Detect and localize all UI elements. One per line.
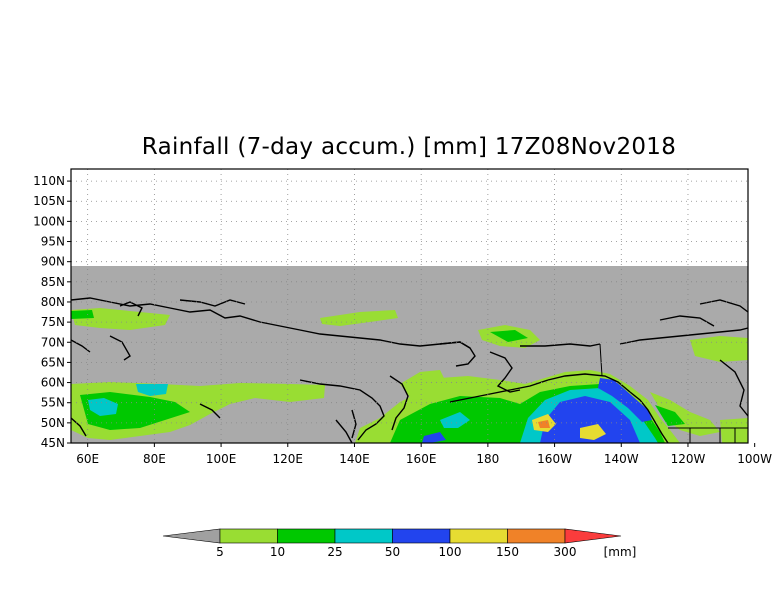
rain-area-canada-north	[690, 336, 748, 362]
border-state-lines	[689, 428, 736, 443]
rain-area-yellow-2	[580, 424, 606, 440]
lat-tick-label: 65N	[41, 355, 65, 369]
coast-alaska-north	[520, 343, 601, 347]
rain-area-kamchatka	[400, 370, 448, 400]
coast-lake-baikal	[199, 403, 221, 419]
colorbar-bin	[219, 528, 278, 544]
lat-tick-label: 110N	[33, 174, 65, 188]
colorbar-bin	[277, 528, 336, 544]
lat-tick-label: 50N	[41, 416, 65, 430]
lon-tick-label: 140W	[604, 452, 639, 466]
colorbar-label: 100	[439, 545, 462, 559]
coast-caspian	[70, 417, 87, 437]
lon-tick-label: 180	[476, 452, 499, 466]
lat-tick-label: 75N	[41, 315, 65, 329]
coast-taimyr	[179, 299, 246, 307]
colorbar-over-arrow	[564, 528, 622, 544]
lat-tick-label: 85N	[41, 275, 65, 289]
lon-tick-label: 160W	[537, 452, 572, 466]
lat-tick-label: 60N	[41, 376, 65, 390]
rain-area-bc-coast	[650, 392, 720, 436]
coast-canada-arctic	[619, 327, 749, 345]
rain-area-orange-1	[538, 420, 550, 428]
colorbar-unit: [mm]	[604, 545, 637, 559]
lon-tick-label: 100E	[206, 452, 237, 466]
rain-area-central-asia-cyan-2	[136, 384, 168, 396]
coast-japan	[335, 419, 353, 444]
colorbar-label: 150	[496, 545, 519, 559]
colorbar-bin	[449, 528, 508, 544]
lat-tick-label: 95N	[41, 235, 65, 249]
lon-tick-label: 60E	[76, 452, 99, 466]
map-frame	[70, 168, 749, 444]
colorbar-label: 10	[270, 545, 285, 559]
coast-kamchatka	[389, 375, 409, 431]
coast-canada-islands-2	[699, 299, 749, 313]
lat-tick-label: 80N	[41, 295, 65, 309]
colorbar-bin	[507, 528, 566, 544]
colorbar-bin	[334, 528, 393, 544]
rain-area-alaska-coast-blue	[598, 378, 652, 422]
lon-tick-label: 80E	[143, 452, 166, 466]
coast-eurasia-arctic	[70, 297, 471, 349]
rain-area-cyan-west	[440, 412, 470, 428]
colorbar-label: 50	[385, 545, 400, 559]
lat-tick-label: 105N	[33, 194, 65, 208]
rain-area-arctic-mid	[320, 310, 398, 326]
coast-alaska-west	[489, 351, 521, 393]
gridlines	[71, 169, 748, 443]
rain-area-central-asia-cyan	[88, 398, 118, 416]
political-borders	[599, 343, 748, 443]
lat-tick-label: 45N	[41, 436, 65, 450]
lat-tick-label: 55N	[41, 396, 65, 410]
lon-tick-label: 120E	[273, 452, 304, 466]
coast-sakhalin	[351, 409, 357, 439]
colorbar-under-arrow	[162, 528, 221, 544]
rain-area-blue-west	[422, 432, 446, 443]
lon-tick-label: 160E	[406, 452, 437, 466]
colorbar-label: 5	[216, 545, 224, 559]
coast-ob-gulf	[109, 335, 131, 361]
lat-tick-label: 70N	[41, 335, 65, 349]
map-title: Rainfall (7-day accum.) [mm] 17Z08Nov201…	[141, 134, 677, 160]
coast-novaya-zemlya	[119, 301, 143, 317]
border-alaska-canada	[599, 343, 603, 377]
lat-tick-label: 90N	[41, 255, 65, 269]
lon-tick-label: 100W	[737, 452, 772, 466]
rain-area-chukchi-green	[490, 330, 528, 342]
colorbar-label: 300	[554, 545, 577, 559]
coast-aleutians	[449, 379, 549, 403]
lon-tick-label: 140E	[339, 452, 370, 466]
rain-area-arctic-west	[71, 308, 170, 330]
lat-tick-label: 100N	[33, 214, 65, 228]
coast-bc	[629, 391, 669, 444]
coast-hudson	[719, 359, 749, 417]
rain-area-east	[720, 418, 748, 443]
precipitation-areas	[71, 308, 748, 443]
lon-tick-label: 120W	[671, 452, 706, 466]
coast-alaska-gulf	[547, 373, 631, 393]
colorbar-label: 25	[327, 545, 342, 559]
rain-area-north-pacific-blue	[540, 396, 640, 443]
axis-ticks: 110N 105N 100N 95N 90N 85N 80N 75N 70N 65N 60N 55N 5…	[33, 174, 772, 466]
colorbar-bin	[392, 528, 451, 544]
rain-area-bc-green	[655, 405, 685, 426]
coast-okhotsk	[299, 379, 385, 441]
rain-area-arctic-west-green	[71, 310, 94, 319]
